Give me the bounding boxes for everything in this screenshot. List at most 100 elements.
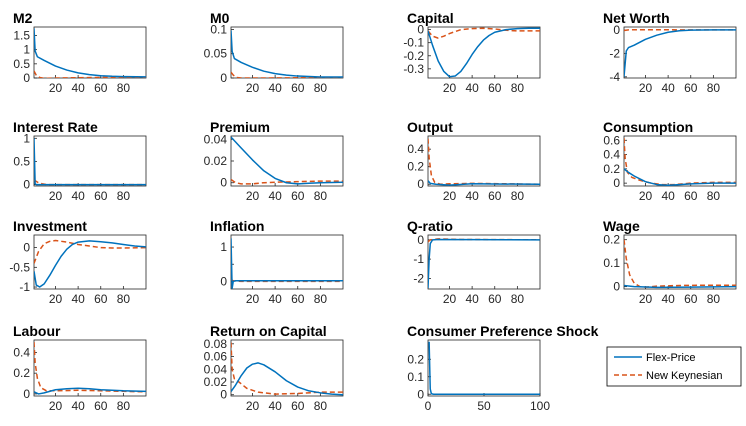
y-tick-label-consumer-preference-shock: 0.1 — [407, 370, 424, 384]
y-tick-label-q-ratio: 0 — [417, 233, 424, 247]
x-tick-label-premium: 80 — [314, 189, 328, 203]
y-tick-label-investment: -0.5 — [9, 260, 30, 274]
series-line-flex-price-labour — [34, 387, 146, 395]
legend-box — [606, 346, 742, 387]
x-tick-label-wage: 20 — [639, 292, 653, 306]
series-line-flex-price-consumer-preference-shock — [428, 341, 540, 395]
series-line-flex-price-interest-rate — [34, 138, 146, 186]
y-tick-label-interest-rate: 0.5 — [13, 154, 30, 168]
y-tick-label-return-on-capital: 0.08 — [204, 337, 228, 351]
panel-title-investment: Investment — [13, 218, 87, 234]
y-tick-label-premium: 0 — [220, 176, 227, 190]
series-line-new-keynesian-m0 — [231, 71, 343, 78]
panel-return-on-capital: Return on Capital 20 40 60 80 00.020.040.060.… — [204, 323, 344, 413]
x-tick-label-consumer-preference-shock: 50 — [477, 399, 491, 413]
panel-wage: Wage 20 40 60 80 0 0.1 0.2 — [603, 218, 737, 306]
x-tick-label-premium: 20 — [246, 189, 260, 203]
series-line-new-keynesian-investment — [34, 239, 146, 264]
y-tick-label-premium: 0.02 — [204, 154, 228, 168]
panel-title-interest-rate: Interest Rate — [13, 119, 98, 135]
panel-consumer-preference-shock: Consumer Preference Shock 0 50 100 0 0.1 0.2 — [407, 323, 599, 413]
axes-box-consumption — [623, 135, 737, 187]
x-tick-label-capital: 20 — [443, 81, 457, 95]
x-tick-label-output: 60 — [488, 189, 502, 203]
x-tick-label-net-worth: 60 — [684, 81, 698, 95]
x-tick-label-q-ratio: 40 — [465, 292, 479, 306]
x-tick-label-consumption: 80 — [707, 189, 721, 203]
y-tick-label-wage: 0.2 — [603, 233, 620, 247]
y-tick-label-output: 0.4 — [407, 142, 424, 156]
series-line-flex-price-consumption — [624, 168, 736, 186]
x-tick-label-investment: 60 — [94, 292, 108, 306]
series-line-flex-price-m0 — [231, 30, 343, 78]
panel-output: Output 20 40 60 80 0 0.2 0.4 — [407, 119, 541, 203]
x-tick-label-labour: 60 — [94, 399, 108, 413]
series-line-flex-price-inflation — [231, 238, 343, 289]
x-tick-label-labour: 80 — [117, 399, 131, 413]
y-tick-label-output: 0 — [417, 177, 424, 191]
panel-title-consumption: Consumption — [603, 119, 693, 135]
y-tick-label-consumption: 0.6 — [603, 133, 620, 147]
series-line-flex-price-investment — [34, 240, 146, 288]
y-tick-label-q-ratio: -1 — [413, 252, 424, 266]
y-tick-label-consumption: 0.2 — [603, 162, 620, 176]
x-tick-label-output: 80 — [511, 189, 525, 203]
panel-investment: Investment 20 40 60 80 -1 -0.5 0 — [9, 218, 147, 306]
panel-consumption: Consumption 20 40 60 80 00.20.40.6 — [603, 119, 737, 203]
x-tick-label-consumer-preference-shock: 100 — [530, 399, 550, 413]
panel-title-inflation: Inflation — [210, 218, 264, 234]
y-tick-label-capital: -0.2 — [403, 49, 424, 63]
x-tick-label-inflation: 60 — [291, 292, 305, 306]
y-tick-label-capital: -0.3 — [403, 62, 424, 76]
y-tick-label-m2: 1 — [23, 43, 30, 57]
y-tick-label-inflation: 0 — [220, 274, 227, 288]
series-line-new-keynesian-interest-rate — [34, 179, 146, 186]
x-tick-label-interest-rate: 60 — [94, 189, 108, 203]
series-line-new-keynesian-m2 — [34, 70, 146, 78]
axes-box-m0 — [230, 26, 344, 79]
x-tick-label-inflation: 80 — [314, 292, 328, 306]
x-tick-label-m2: 60 — [94, 81, 108, 95]
panel-premium: Premium 20 40 60 80 0 0.02 0.04 — [204, 119, 344, 203]
x-tick-label-net-worth: 40 — [661, 81, 675, 95]
series-line-flex-price-wage — [624, 284, 736, 289]
x-tick-label-m2: 20 — [49, 81, 63, 95]
y-tick-label-m0: 0.05 — [204, 47, 228, 61]
x-tick-label-output: 40 — [465, 189, 479, 203]
x-tick-label-consumer-preference-shock: 0 — [425, 399, 432, 413]
y-tick-label-net-worth: -2 — [609, 46, 620, 60]
axes-box-capital — [427, 26, 541, 79]
x-tick-label-labour: 40 — [71, 399, 85, 413]
legend: Flex-Price New Keynesian — [606, 346, 742, 387]
series-line-new-keynesian-labour — [34, 342, 146, 393]
axes-box-investment — [33, 234, 147, 290]
y-tick-label-return-on-capital: 0.04 — [204, 362, 228, 376]
panel-interest-rate: Interest Rate 20 40 60 80 0 0.5 1 — [13, 119, 147, 203]
x-tick-label-m2: 40 — [71, 81, 85, 95]
panel-inflation: Inflation 20 40 60 80 0 1 — [210, 218, 344, 306]
x-tick-label-labour: 20 — [49, 399, 63, 413]
series-line-flex-price-net-worth — [624, 29, 736, 77]
x-tick-label-premium: 40 — [268, 189, 282, 203]
x-tick-label-inflation: 20 — [246, 292, 260, 306]
series-line-new-keynesian-consumption — [624, 138, 736, 186]
x-tick-label-interest-rate: 80 — [117, 189, 131, 203]
axes-box-wage — [623, 234, 737, 290]
x-tick-label-output: 20 — [443, 189, 457, 203]
series-line-new-keynesian-premium — [231, 178, 343, 185]
x-tick-label-wage: 40 — [661, 292, 675, 306]
panel-title-wage: Wage — [603, 218, 640, 234]
x-tick-label-consumption: 60 — [684, 189, 698, 203]
series-line-flex-price-premium — [231, 136, 343, 185]
y-tick-label-investment: -1 — [19, 280, 30, 294]
x-tick-label-investment: 40 — [71, 292, 85, 306]
y-tick-label-inflation: 1 — [220, 240, 227, 254]
panel-m0: M0 20 40 60 80 0 0.05 0.1 — [204, 10, 344, 95]
x-tick-label-net-worth: 20 — [639, 81, 653, 95]
y-tick-label-interest-rate: 1 — [23, 131, 30, 145]
series-line-flex-price-capital — [428, 27, 540, 78]
x-tick-label-return-on-capital: 80 — [314, 399, 328, 413]
panel-capital: Capital 20 40 60 80 -0.3-0.2-0.10 — [403, 10, 541, 95]
x-tick-label-m0: 60 — [291, 81, 305, 95]
panel-title-output: Output — [407, 119, 453, 135]
